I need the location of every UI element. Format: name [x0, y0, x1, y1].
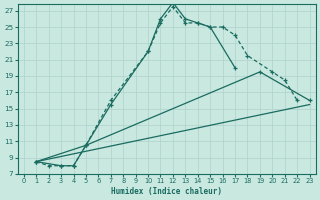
X-axis label: Humidex (Indice chaleur): Humidex (Indice chaleur)	[111, 187, 222, 196]
